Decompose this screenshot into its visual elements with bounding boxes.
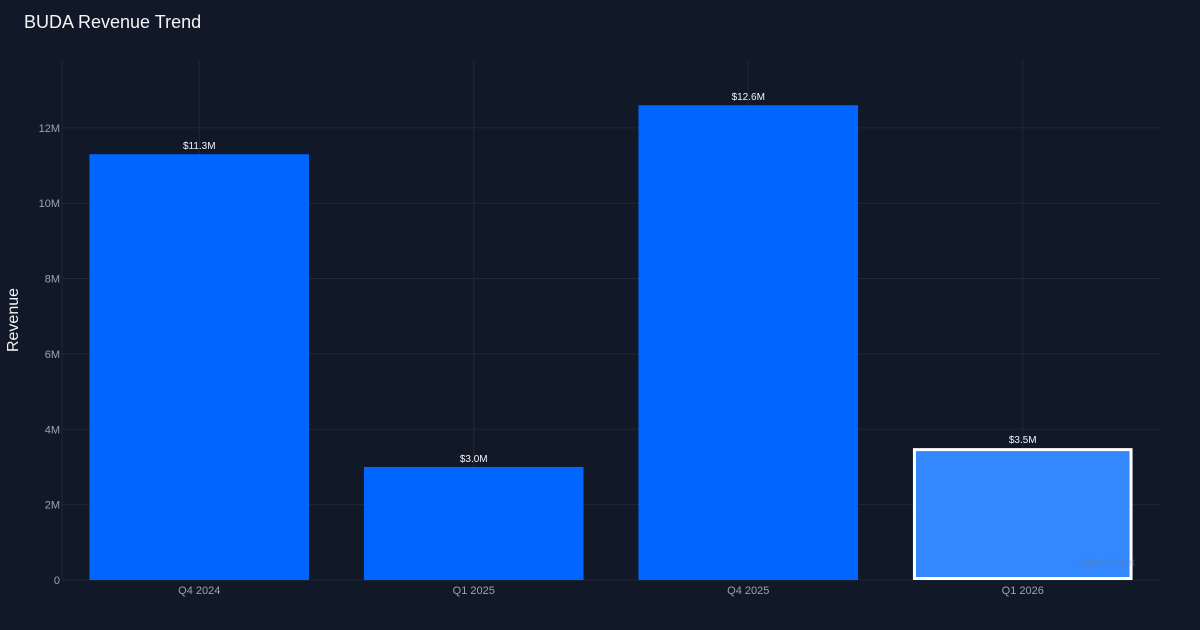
data-label: $11.3M <box>183 141 216 152</box>
y-tick-label: 2M <box>45 500 60 512</box>
y-tick-label: 4M <box>45 424 60 436</box>
bar-q1-2025[interactable] <box>363 466 584 580</box>
data-label: $12.6M <box>732 92 765 103</box>
axes: 0 2M 4M 6M 8M 10M 12M Q4 2024 Q1 2025 Q4 2025 Q1 2… <box>39 60 1044 597</box>
y-tick-label: 8M <box>45 274 60 286</box>
data-labels: $11.3M $3.0M $12.6M $3.5M <box>183 92 1037 465</box>
y-axis-label: Revenue <box>5 288 22 352</box>
x-tick-label: Q1 2025 <box>453 585 495 597</box>
y-tick-label: 10M <box>39 198 60 210</box>
x-tick-label: Q1 2026 <box>1002 585 1044 597</box>
watermark: AlphaStreet <box>1078 557 1135 569</box>
chart-title: BUDA Revenue Trend <box>24 12 202 32</box>
bars <box>89 105 1133 581</box>
data-label: $3.0M <box>460 454 488 465</box>
x-tick-label: Q4 2024 <box>178 585 220 597</box>
x-tick-label: Q4 2025 <box>727 585 769 597</box>
bar-q4-2024[interactable] <box>89 154 310 581</box>
bar-q1-2026[interactable] <box>912 448 1133 580</box>
y-tick-label: 6M <box>45 349 60 361</box>
bar-q4-2025[interactable] <box>638 105 859 580</box>
y-tick-label: 0 <box>54 575 60 587</box>
y-tick-label: 12M <box>39 123 60 135</box>
data-label: $3.5M <box>1009 435 1037 446</box>
